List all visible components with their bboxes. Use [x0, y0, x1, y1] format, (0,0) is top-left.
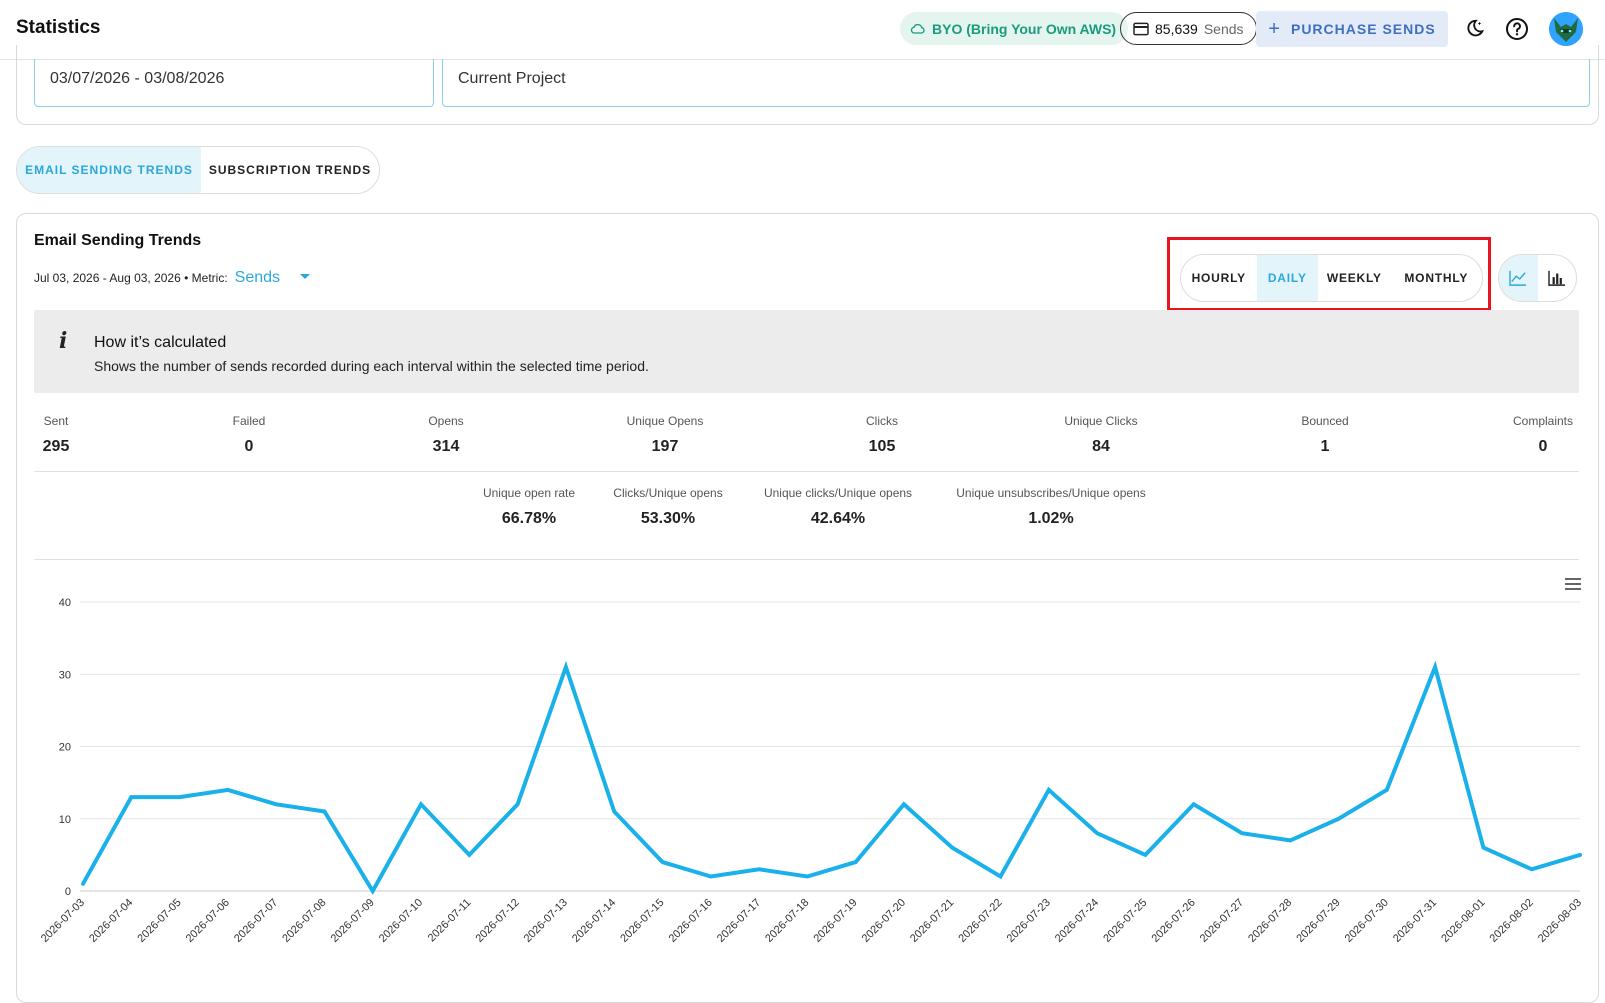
x-tick-label: 2026-07-16	[667, 897, 715, 945]
x-tick-label: 2026-07-10	[377, 897, 425, 945]
y-tick-label: 20	[59, 742, 71, 754]
x-tick-label: 2026-07-25	[1101, 897, 1149, 945]
x-tick-label: 2026-07-24	[1053, 897, 1101, 945]
x-tick-label: 2026-07-30	[1343, 897, 1391, 945]
x-tick-label: 2026-07-08	[280, 897, 328, 945]
x-tick-label: 2026-08-01	[1439, 897, 1487, 945]
x-tick-label: 2026-07-12	[473, 897, 521, 945]
y-tick-label: 30	[59, 669, 71, 681]
x-tick-label: 2026-07-07	[232, 897, 280, 945]
x-tick-label: 2026-07-22	[956, 897, 1004, 945]
y-tick-label: 10	[59, 814, 71, 826]
x-tick-label: 2026-07-18	[763, 897, 811, 945]
x-tick-label: 2026-07-17	[715, 897, 763, 945]
x-tick-label: 2026-07-21	[908, 897, 956, 945]
x-tick-label: 2026-07-19	[811, 897, 859, 945]
series-line-sends	[83, 667, 1580, 891]
x-tick-label: 2026-07-27	[1198, 897, 1246, 945]
x-tick-label: 2026-07-13	[522, 897, 570, 945]
x-tick-label: 2026-07-31	[1391, 897, 1439, 945]
x-tick-label: 2026-07-23	[1005, 897, 1053, 945]
x-tick-label: 2026-08-02	[1488, 897, 1536, 945]
x-tick-label: 2026-07-11	[426, 897, 474, 945]
y-tick-label: 40	[59, 597, 71, 609]
y-tick-label: 0	[65, 886, 71, 898]
x-tick-label: 2026-07-20	[860, 897, 908, 945]
x-tick-label: 2026-07-14	[570, 897, 618, 945]
x-tick-label: 2026-07-04	[87, 897, 135, 945]
x-tick-label: 2026-07-15	[618, 897, 666, 945]
x-tick-label: 2026-07-09	[329, 897, 377, 945]
x-tick-label: 2026-07-06	[184, 897, 232, 945]
x-tick-label: 2026-07-28	[1246, 897, 1294, 945]
x-tick-label: 2026-07-26	[1150, 897, 1198, 945]
x-tick-label: 2026-07-03	[39, 897, 87, 945]
x-tick-label: 2026-07-29	[1294, 897, 1342, 945]
x-tick-label: 2026-08-03	[1536, 897, 1584, 945]
x-tick-label: 2026-07-05	[135, 897, 183, 945]
